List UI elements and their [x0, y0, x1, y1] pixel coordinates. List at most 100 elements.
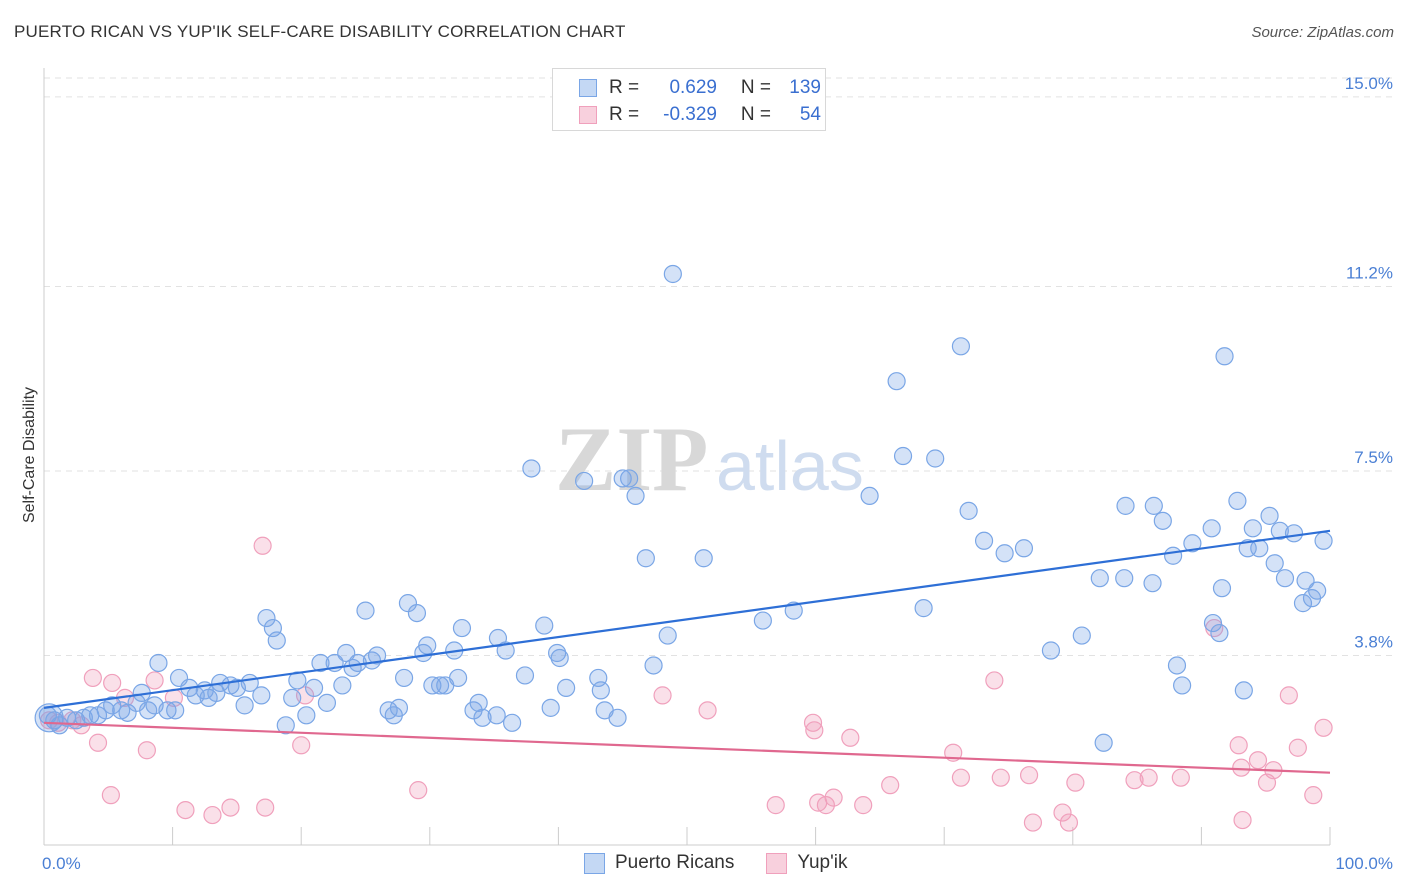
yupik-point [88, 733, 108, 752]
legend-label: Puerto Ricans [615, 852, 735, 873]
puerto-rican-point [753, 611, 772, 630]
puerto-rican-point [398, 594, 418, 613]
puerto-rican-point [1173, 676, 1192, 695]
puerto-rican-point [1115, 569, 1134, 588]
puerto-rican-point [550, 648, 569, 668]
puerto-rican-point [636, 549, 655, 568]
legend-label: Yup'ik [797, 852, 848, 873]
puerto-rican-point [1308, 581, 1327, 600]
yupik-point [1304, 786, 1323, 805]
puerto-rican-point [283, 688, 302, 707]
yupik-point [698, 701, 717, 720]
legend-n-label: N = [740, 104, 771, 125]
puerto-rican-point [1090, 569, 1109, 588]
legend-r-label: R = [609, 77, 640, 98]
puerto-rican-point [50, 716, 69, 735]
puerto-rican-point [158, 701, 177, 720]
puerto-rican-point [644, 656, 663, 675]
legend-r-value: -0.329 [663, 104, 717, 125]
puerto-rican-point [626, 486, 645, 506]
legend-row-puerto-rican: R = 0.629 N = 139 [579, 76, 821, 100]
yupik-point [409, 781, 428, 800]
puerto-rican-point [1284, 524, 1304, 543]
yupik-point [145, 671, 164, 690]
yupik-point [253, 536, 272, 555]
y-tick-label: 15.0% [1345, 74, 1393, 93]
legend-r-value: 0.629 [669, 77, 717, 98]
puerto-rican-point [548, 643, 567, 663]
puerto-rican-point [1228, 491, 1247, 510]
yupik-point [1288, 738, 1307, 757]
yupik-point [83, 668, 102, 688]
puerto-rican-point [515, 666, 535, 685]
puerto-rican-point [1167, 656, 1187, 675]
yupik-point [881, 776, 900, 795]
y-tick-label: 3.8% [1354, 632, 1393, 651]
legend-swatch-pink [579, 106, 597, 124]
legend-row-yupik: R = -0.329 N = 54 [579, 103, 821, 127]
yupik-point [137, 741, 156, 760]
yupik-point [221, 798, 240, 817]
puerto-rican-point [951, 337, 971, 356]
puerto-rican-point [1265, 554, 1284, 573]
puerto-rican-point [473, 708, 492, 727]
puerto-rican-point [1144, 496, 1163, 515]
puerto-rican-point [1293, 594, 1313, 613]
puerto-rican-point [367, 646, 387, 665]
yupik-point [854, 796, 873, 815]
yupik-point [256, 798, 275, 817]
yupik-point [766, 796, 785, 815]
puerto-rican-point [591, 681, 610, 700]
puerto-rican-point [887, 372, 906, 391]
puerto-rican-point [995, 544, 1014, 563]
puerto-rican-point [1153, 511, 1172, 530]
puerto-rican-point [959, 501, 978, 520]
yupik-point [1171, 768, 1190, 787]
puerto-rican-point [311, 653, 330, 673]
yupik-point [1019, 766, 1039, 785]
puerto-rican-point [1094, 733, 1113, 752]
puerto-rican-point [1296, 571, 1315, 590]
puerto-rican-point [1212, 579, 1232, 598]
yupik-point [176, 800, 195, 820]
puerto-rican-point [620, 469, 639, 488]
yupik-point [1314, 718, 1333, 737]
x-tick-label: 0.0% [42, 854, 81, 873]
puerto-rican-point [297, 706, 316, 725]
puerto-rican-point [1260, 506, 1279, 525]
trend-lines [43, 529, 1331, 774]
chart-title: PUERTO RICAN VS YUP'IK SELF-CARE DISABIL… [14, 22, 626, 41]
yupik-point [816, 796, 835, 815]
puerto-rican-point [418, 636, 437, 655]
legend-item-yupik[interactable]: Yup'ik [766, 852, 847, 874]
puerto-rican-point [1234, 681, 1253, 700]
puerto-rican-point [557, 678, 576, 698]
yupik-points [40, 536, 1333, 832]
puerto-rican-point [658, 626, 677, 645]
puerto-rican-point [1275, 569, 1295, 588]
chart-source: Source: ZipAtlas.com [1251, 24, 1394, 41]
yupik-point [841, 728, 860, 747]
yupik-point [1232, 758, 1251, 777]
puerto-rican-point [535, 616, 554, 635]
puerto-rican-point [103, 696, 122, 715]
puerto-rican-point [541, 698, 560, 717]
puerto-rican-point [926, 449, 945, 468]
puerto-rican-point [448, 668, 468, 688]
yupik-point [653, 686, 672, 705]
yupik-point [1023, 813, 1043, 832]
puerto-rican-point [914, 599, 933, 618]
puerto-rican-point [694, 549, 713, 568]
legend-item-puerto-ricans[interactable]: Puerto Ricans [584, 852, 734, 874]
watermark: ZIP atlas [555, 408, 864, 510]
y-axis-title: Self-Care Disability [21, 387, 38, 523]
puerto-rican-point [356, 601, 375, 620]
puerto-rican-point [1202, 519, 1221, 538]
tick-labels: 3.8% 7.5% 11.2% 15.0% 0.0% 100.0% [42, 74, 1393, 873]
puerto-rican-point [469, 693, 488, 712]
watermark-atlas: atlas [716, 427, 864, 505]
yupik-point [203, 805, 222, 825]
puerto-rican-point [575, 471, 594, 491]
puerto-rican-point [166, 701, 185, 720]
x-tick-label: 100.0% [1335, 854, 1393, 873]
